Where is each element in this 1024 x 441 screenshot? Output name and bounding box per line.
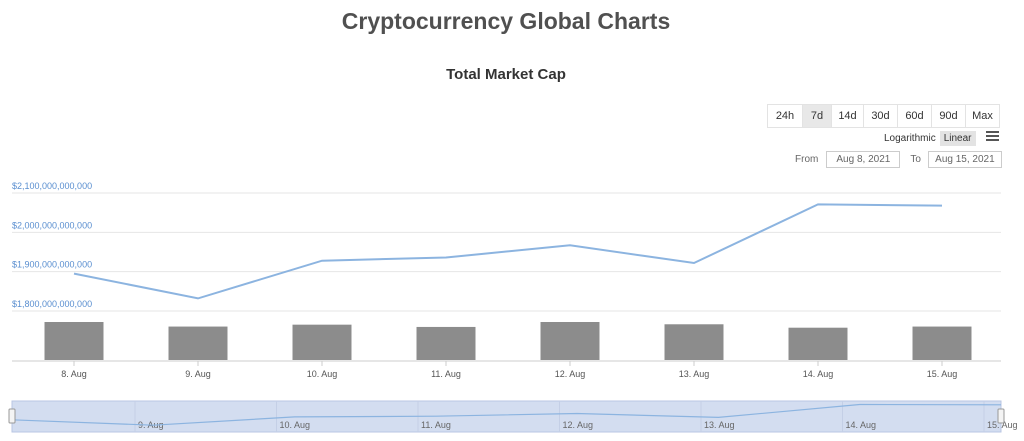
range-button-7d[interactable]: 7d	[802, 105, 831, 127]
to-label: To	[910, 153, 921, 165]
navigator-x-label: 14. Aug	[846, 420, 877, 430]
chart-title: Total Market Cap	[446, 66, 566, 83]
range-button-24h[interactable]: 24h	[768, 105, 802, 127]
volume-bar	[168, 326, 228, 360]
navigator-x-label: 12. Aug	[563, 420, 594, 430]
x-tick-label: 13. Aug	[679, 369, 710, 379]
volume-bar	[540, 322, 600, 360]
volume-bar	[416, 326, 476, 360]
x-tick-label: 14. Aug	[803, 369, 834, 379]
x-tick-label: 8. Aug	[61, 369, 87, 379]
navigator-left-handle[interactable]	[8, 408, 16, 424]
volume-bar	[664, 324, 724, 360]
x-tick-label: 10. Aug	[307, 369, 338, 379]
volume-bar	[44, 322, 104, 360]
range-selector: 24h 7d 14d 30d 60d 90d Max	[767, 104, 1000, 128]
navigator-x-label: 13. Aug	[704, 420, 735, 430]
range-button-14d[interactable]: 14d	[831, 105, 863, 127]
volume-bar	[788, 327, 848, 360]
volume-bar	[292, 324, 352, 360]
range-button-30d[interactable]: 30d	[863, 105, 897, 127]
y-tick-label: $1,800,000,000,000	[12, 299, 92, 309]
x-tick-label: 11. Aug	[431, 369, 461, 379]
y-tick-label: $2,100,000,000,000	[12, 181, 92, 191]
navigator-line	[11, 403, 1002, 426]
navigator-x-label: 10. Aug	[280, 420, 311, 430]
y-tick-label: $2,000,000,000,000	[12, 220, 92, 230]
date-range: From Aug 8, 2021 To Aug 15, 2021	[795, 150, 1002, 168]
range-button-90d[interactable]: 90d	[931, 105, 965, 127]
range-button-60d[interactable]: 60d	[897, 105, 931, 127]
market-cap-line	[73, 203, 943, 300]
volume-bar	[912, 326, 972, 360]
page-title: Cryptocurrency Global Charts	[341, 8, 671, 34]
hamburger-menu-icon[interactable]	[986, 131, 999, 141]
navigator-right-handle[interactable]	[997, 408, 1005, 424]
scale-toggle: Logarithmic Linear	[880, 129, 976, 147]
x-tick-label: 12. Aug	[555, 369, 586, 379]
range-button-max[interactable]: Max	[965, 105, 999, 127]
from-date-input[interactable]: Aug 8, 2021	[826, 150, 901, 168]
scale-option-linear[interactable]: Linear	[939, 130, 976, 146]
x-tick-label: 9. Aug	[185, 369, 211, 379]
to-date-input[interactable]: Aug 15, 2021	[927, 150, 1002, 168]
scale-option-logarithmic[interactable]: Logarithmic	[884, 132, 936, 144]
from-label: From	[795, 153, 819, 165]
navigator-x-label: 15. Aug	[987, 420, 1018, 430]
navigator-x-label: 11. Aug	[421, 420, 451, 430]
y-tick-label: $1,900,000,000,000	[12, 260, 92, 270]
x-tick-label: 15. Aug	[927, 369, 958, 379]
